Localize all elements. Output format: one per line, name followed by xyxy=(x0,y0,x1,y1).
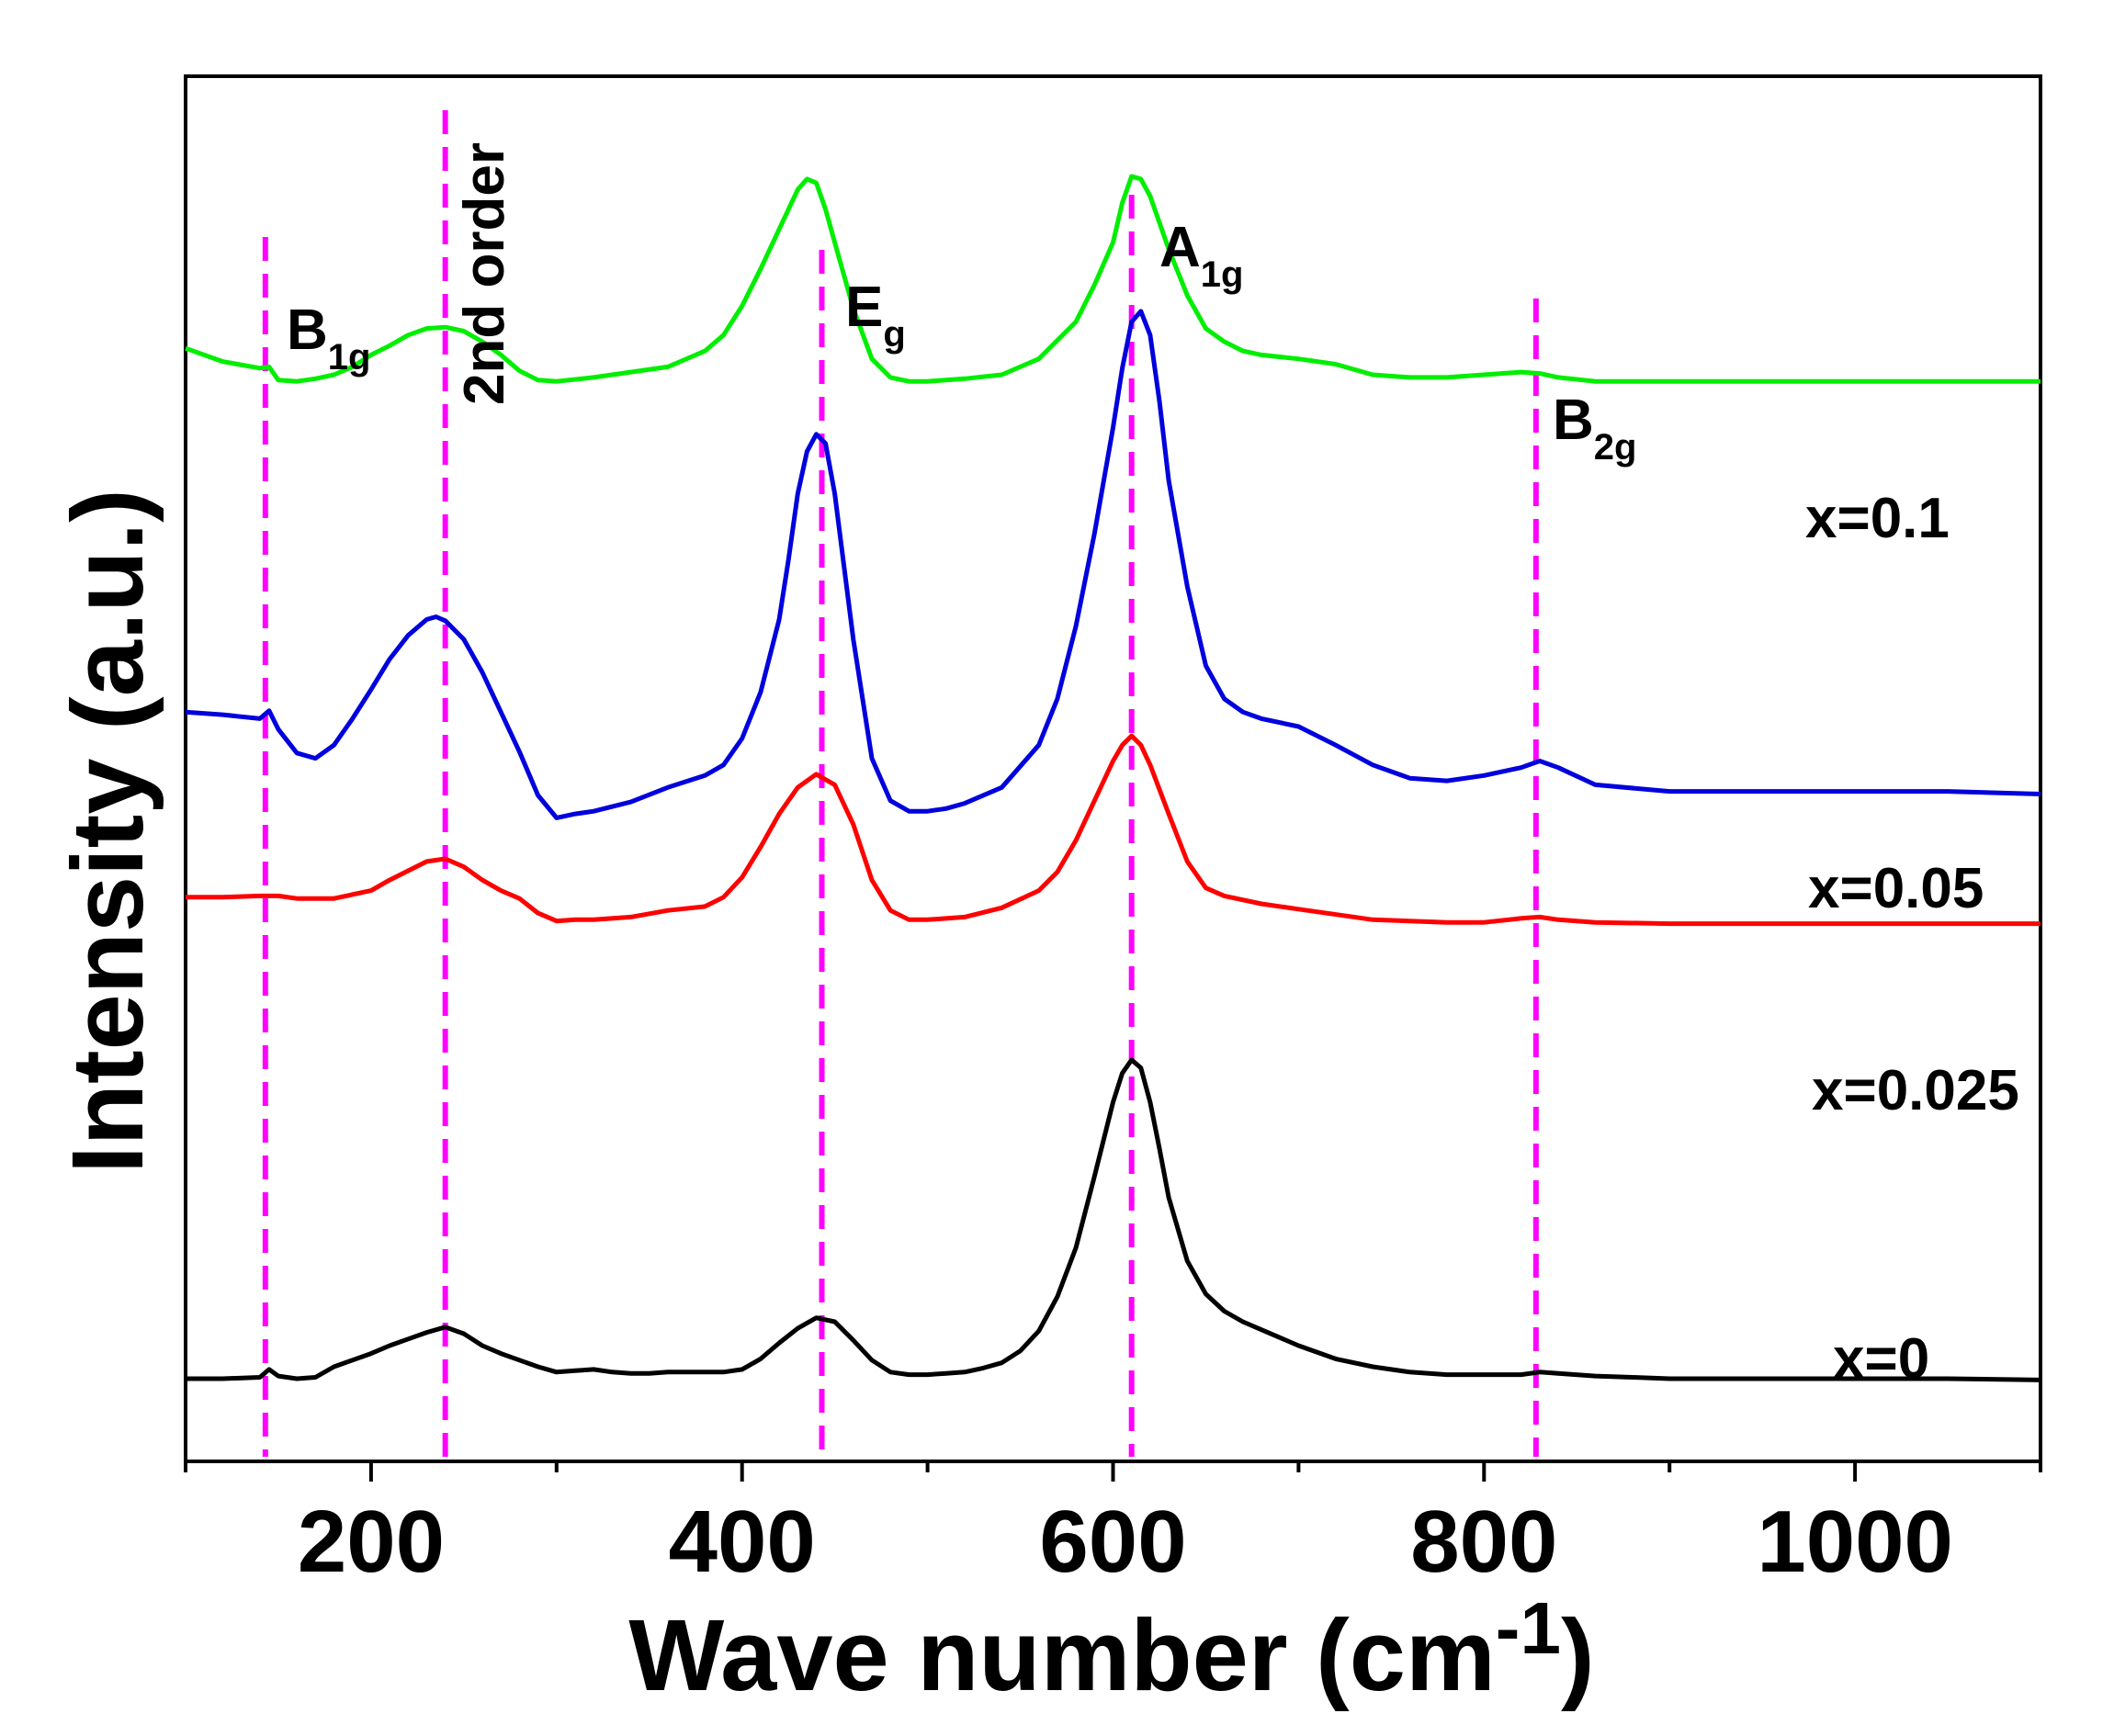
x-tick-label: 400 xyxy=(669,1493,816,1591)
x-tick-label: 800 xyxy=(1410,1493,1557,1591)
peak-label-B2g: B2g xyxy=(1553,389,1636,468)
series-label-x=0.025: x=0.025 xyxy=(1812,1059,2019,1122)
x-tick-label: 200 xyxy=(298,1493,445,1591)
x-tick-label: 1000 xyxy=(1757,1493,1953,1591)
peak-label-2nd-order: 2nd order xyxy=(453,142,516,405)
x-axis-title: Wave number (cm-1) xyxy=(628,1587,1594,1712)
series-line-x=0.05 xyxy=(185,309,2041,820)
series-label-x=0.05: x=0.05 xyxy=(1808,857,1984,920)
series-line-x=0.1 xyxy=(185,174,2041,384)
x-axis-ticks xyxy=(184,1461,2042,1482)
peak-label-B1g: B1g xyxy=(287,299,370,378)
peak-label-Eg: Eg xyxy=(845,276,906,355)
series-line-x=0 xyxy=(186,1057,2041,1382)
series-label-x=0: x=0 xyxy=(1833,1327,1929,1391)
spectrum-series xyxy=(185,174,2041,1382)
peak-label-A1g: A1g xyxy=(1159,216,1243,295)
peak-labels: B1g 2nd order Eg A1g B2g xyxy=(287,142,1636,468)
x-tick-label: 600 xyxy=(1039,1493,1186,1591)
series-line-x=0.025 xyxy=(186,733,2041,927)
series-label-x=0.1: x=0.1 xyxy=(1805,487,1950,550)
x-axis-tick-labels: 200 400 600 800 1000 xyxy=(298,1493,1953,1591)
peak-reference-lines xyxy=(262,110,1539,1457)
y-axis-title: Intensity (a.u.) xyxy=(51,489,164,1174)
series-labels: x=0.1 x=0.05 x=0.025 x=0 xyxy=(1805,487,2019,1391)
